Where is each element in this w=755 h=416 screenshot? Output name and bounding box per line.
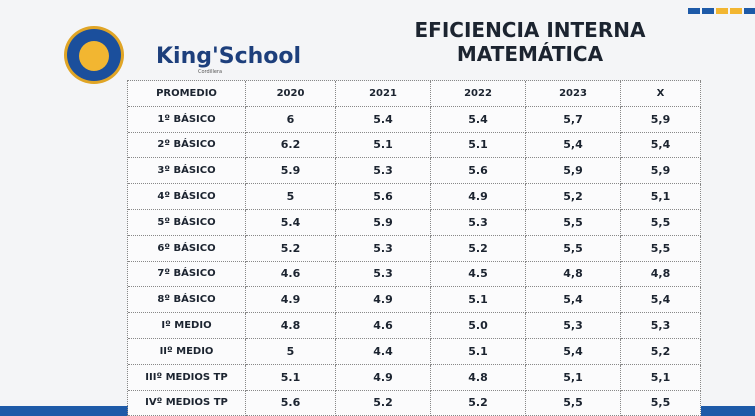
table-cell: 5,1 bbox=[621, 365, 701, 391]
brand: King'School bbox=[156, 44, 301, 69]
table-cell: 5.3 bbox=[336, 262, 431, 288]
table-cell: 5 bbox=[246, 339, 336, 365]
table-cell: 5,4 bbox=[526, 287, 621, 313]
table-cell: 5.0 bbox=[431, 313, 526, 339]
row-header: 5º BÁSICO bbox=[128, 210, 246, 236]
table-cell: 5,2 bbox=[526, 184, 621, 210]
table-cell: 5.1 bbox=[431, 287, 526, 313]
table-cell: 4.8 bbox=[431, 365, 526, 391]
table-cell: 5,4 bbox=[526, 339, 621, 365]
table-cell: 5,4 bbox=[526, 133, 621, 159]
row-header: 4º BÁSICO bbox=[128, 184, 246, 210]
table-cell: 5.1 bbox=[246, 365, 336, 391]
table-cell: 5,5 bbox=[526, 391, 621, 416]
table-cell: 5.3 bbox=[336, 158, 431, 184]
table-cell: 5.3 bbox=[431, 210, 526, 236]
table-cell: 5.2 bbox=[246, 236, 336, 262]
column-header: 2021 bbox=[336, 81, 431, 107]
table-cell: 5.2 bbox=[431, 391, 526, 416]
table-cell: 5 bbox=[246, 184, 336, 210]
table-cell: 5,4 bbox=[621, 133, 701, 159]
subbrand: Cordillera bbox=[198, 69, 222, 75]
table-cell: 5,3 bbox=[621, 313, 701, 339]
column-header: PROMEDIO bbox=[128, 81, 246, 107]
table-cell: 4.4 bbox=[336, 339, 431, 365]
table-cell: 5,5 bbox=[526, 236, 621, 262]
table-cell: 4.8 bbox=[246, 313, 336, 339]
table-cell: 5.9 bbox=[246, 158, 336, 184]
table-cell: 5,1 bbox=[621, 184, 701, 210]
table-cell: 5,4 bbox=[621, 287, 701, 313]
column-header: X bbox=[621, 81, 701, 107]
row-header: 6º BÁSICO bbox=[128, 236, 246, 262]
column-header: 2022 bbox=[431, 81, 526, 107]
table-cell: 5.9 bbox=[336, 210, 431, 236]
table-cell: 4,8 bbox=[621, 262, 701, 288]
table-cell: 5.6 bbox=[336, 184, 431, 210]
row-header: IIIº MEDIOS TP bbox=[128, 365, 246, 391]
table-cell: 4.6 bbox=[336, 313, 431, 339]
table-cell: 5,5 bbox=[526, 210, 621, 236]
table-cell: 5.6 bbox=[431, 158, 526, 184]
decor bbox=[688, 8, 755, 14]
row-header: 7º BÁSICO bbox=[128, 262, 246, 288]
table-cell: 5,7 bbox=[526, 107, 621, 133]
title: EFICIENCIA INTERNA MATEMÁTICA bbox=[380, 18, 680, 66]
row-header: IIº MEDIO bbox=[128, 339, 246, 365]
row-header: 2º BÁSICO bbox=[128, 133, 246, 159]
table-cell: 5.1 bbox=[431, 339, 526, 365]
table-cell: 5,3 bbox=[526, 313, 621, 339]
column-header: 2023 bbox=[526, 81, 621, 107]
table-cell: 5,9 bbox=[621, 107, 701, 133]
table-cell: 4.9 bbox=[336, 365, 431, 391]
title-line: MATEMÁTICA bbox=[380, 42, 680, 66]
column-header: 2020 bbox=[246, 81, 336, 107]
table-cell: 4.9 bbox=[336, 287, 431, 313]
table-cell: 5.3 bbox=[336, 236, 431, 262]
logo bbox=[64, 26, 124, 84]
table-cell: 5,2 bbox=[621, 339, 701, 365]
table-cell: 4.6 bbox=[246, 262, 336, 288]
table-cell: 5.4 bbox=[431, 107, 526, 133]
table-cell: 5.6 bbox=[246, 391, 336, 416]
row-header: IVº MEDIOS TP bbox=[128, 391, 246, 416]
title-line: EFICIENCIA INTERNA bbox=[380, 18, 680, 42]
slide: King'School Cordillera EFICIENCIA INTERN… bbox=[0, 0, 755, 416]
table-cell: 5,9 bbox=[621, 158, 701, 184]
table-cell: 5,5 bbox=[621, 210, 701, 236]
table-cell: 4.9 bbox=[246, 287, 336, 313]
table-cell: 5,9 bbox=[526, 158, 621, 184]
table-cell: 5,1 bbox=[526, 365, 621, 391]
table-cell: 5.4 bbox=[336, 107, 431, 133]
table-cell: 4,8 bbox=[526, 262, 621, 288]
table-cell: 5.4 bbox=[246, 210, 336, 236]
table-cell: 5,5 bbox=[621, 391, 701, 416]
row-header: Iº MEDIO bbox=[128, 313, 246, 339]
table-cell: 6.2 bbox=[246, 133, 336, 159]
row-header: 8º BÁSICO bbox=[128, 287, 246, 313]
row-header: 1º BÁSICO bbox=[128, 107, 246, 133]
table-cell: 6 bbox=[246, 107, 336, 133]
table-cell: 5.1 bbox=[336, 133, 431, 159]
row-header: 3º BÁSICO bbox=[128, 158, 246, 184]
table-cell: 5.1 bbox=[431, 133, 526, 159]
table-cell: 4.9 bbox=[431, 184, 526, 210]
table-cell: 5.2 bbox=[336, 391, 431, 416]
table-cell: 5.2 bbox=[431, 236, 526, 262]
table-cell: 4.5 bbox=[431, 262, 526, 288]
table-cell: 5,5 bbox=[621, 236, 701, 262]
